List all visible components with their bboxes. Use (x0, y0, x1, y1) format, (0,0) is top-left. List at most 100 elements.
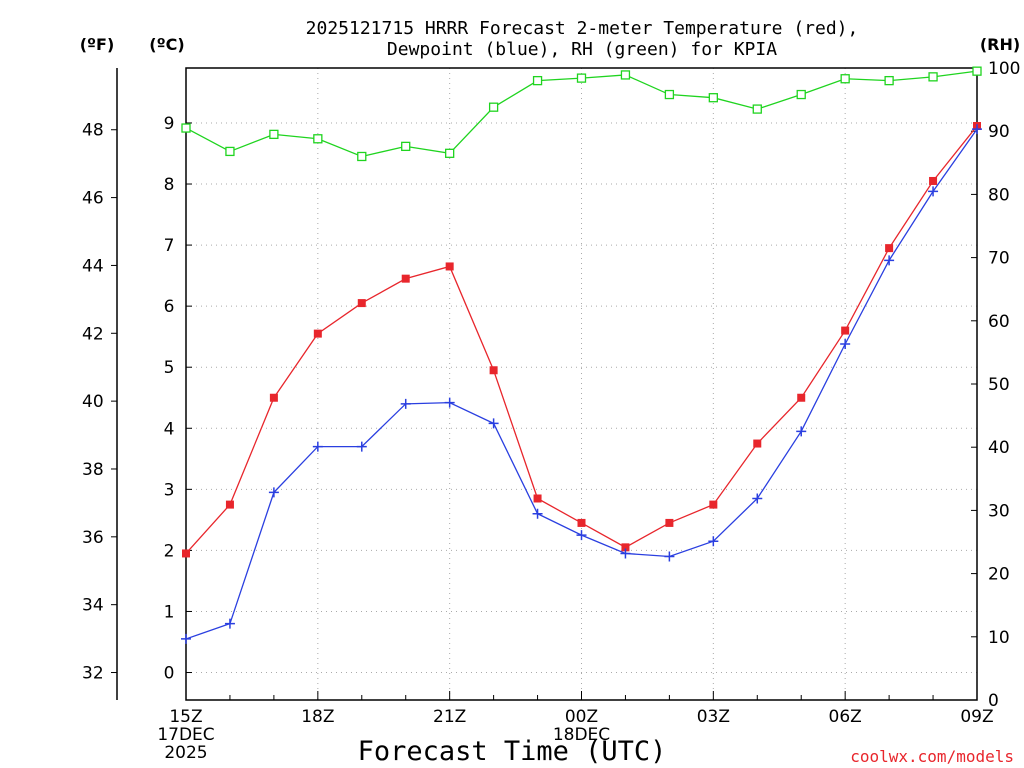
x-tick-label: 09Z (960, 707, 993, 727)
temperature-point (577, 518, 586, 527)
rh-tick-label: 60 (988, 312, 1010, 332)
celsius-tick-label: 0 (164, 664, 175, 684)
dewpoint-point (796, 426, 807, 437)
x-tick-label: 15Z (169, 707, 202, 727)
x-tick-label: 00Z (565, 707, 598, 727)
rh-point (532, 75, 543, 86)
rh-point (225, 146, 235, 157)
celsius-tick-label: 8 (164, 175, 175, 195)
dewpoint-point (708, 536, 719, 547)
rh-point (401, 141, 411, 152)
source-credit: coolwx.com/models (850, 747, 1014, 766)
dewpoint-point (972, 124, 982, 135)
rh-tick-label: 30 (988, 501, 1010, 521)
rh-tick-label: 10 (988, 628, 1010, 648)
x-tick-label: 17DEC (157, 725, 214, 745)
temperature-point (929, 176, 938, 185)
dewpoint-point (488, 418, 499, 429)
dewpoint-point (840, 339, 851, 350)
x-tick-label: 18Z (301, 707, 334, 727)
rh-point (620, 70, 631, 80)
grid-lines (186, 68, 977, 700)
celsius-unit-label: (ºC) (149, 35, 184, 54)
celsius-tick-label: 5 (164, 358, 175, 378)
dewpoint-point (312, 441, 323, 452)
rh-point (752, 104, 762, 114)
chart-title-line-1: 2025121715 HRRR Forecast 2-meter Tempera… (306, 18, 859, 39)
temperature-point (753, 439, 762, 448)
dewpoint-point (444, 397, 455, 408)
rh-point (313, 134, 323, 144)
rh-tick-label: 0 (988, 691, 999, 711)
temperature-point (489, 366, 498, 375)
rh-point (181, 123, 191, 133)
temperature-point (269, 393, 278, 402)
temperature-point (445, 262, 454, 271)
fahrenheit-tick-label: 42 (82, 324, 104, 344)
x-tick-label: 03Z (697, 707, 730, 727)
rh-tick-label: 90 (988, 122, 1010, 142)
dewpoint-point (752, 493, 763, 504)
dewpoint-point (576, 530, 587, 541)
fahrenheit-tick-label: 34 (82, 596, 104, 616)
celsius-tick-label: 4 (164, 419, 175, 439)
rh-point (840, 74, 850, 84)
rh-tick-label: 80 (988, 185, 1010, 205)
rh-tick-label: 40 (988, 438, 1010, 458)
rh-point (664, 89, 675, 100)
temperature-point (621, 543, 630, 552)
rh-point (269, 129, 279, 140)
temperature-point (357, 299, 366, 308)
rh-point (928, 72, 938, 82)
temperature-point (182, 549, 190, 558)
x-tick-label: 18DEC (553, 725, 610, 745)
temperature-point (709, 500, 718, 509)
rh-point (445, 148, 455, 158)
rh-point (357, 151, 367, 162)
x-axis-title: Forecast Time (UTC) (358, 736, 667, 767)
x-tick-label: 2025 (164, 743, 207, 763)
fahrenheit-tick-label: 44 (82, 256, 104, 276)
fahrenheit-unit-label: (ºF) (80, 35, 115, 54)
dewpoint-point (181, 633, 191, 644)
fahrenheit-tick-label: 48 (82, 121, 104, 141)
rh-tick-label: 50 (988, 375, 1010, 395)
series-lines (181, 66, 982, 644)
dewpoint-point (400, 398, 411, 409)
x-tick-label: 06Z (829, 707, 862, 727)
chart-title-line-2: Dewpoint (blue), RH (green) for KPIA (387, 39, 777, 60)
rh-point (488, 102, 499, 112)
rh-tick-label: 20 (988, 565, 1010, 585)
rh-point (576, 73, 587, 83)
celsius-tick-label: 1 (164, 602, 175, 622)
fahrenheit-tick-label: 38 (82, 460, 104, 480)
temperature-point (885, 244, 894, 253)
rh-point (972, 66, 982, 76)
rh-unit-label: (RH) (980, 35, 1020, 54)
dewpoint-point (268, 487, 279, 498)
celsius-tick-label: 6 (164, 297, 175, 317)
temperature-point (225, 500, 234, 509)
fahrenheit-tick-label: 46 (82, 189, 104, 209)
dewpoint-point (620, 548, 631, 559)
temperature-point (533, 494, 542, 503)
dewpoint-point (532, 508, 543, 519)
celsius-tick-label: 9 (164, 114, 175, 134)
dewpoint-point (224, 618, 235, 629)
axes: 3234363840424446480123456789010203040506… (82, 59, 1020, 763)
temperature-point (841, 326, 850, 335)
temperature-point (665, 518, 674, 527)
celsius-tick-label: 2 (164, 541, 175, 561)
rh-point (796, 89, 806, 100)
temperature-point (401, 274, 410, 283)
dewpoint-point (884, 255, 895, 266)
temperature-point (313, 329, 322, 338)
rh-point (708, 93, 718, 103)
dewpoint-point (356, 441, 367, 452)
dewpoint-point (928, 186, 939, 197)
rh-tick-label: 70 (988, 249, 1010, 269)
rh-tick-label: 100 (988, 59, 1020, 79)
x-tick-label: 21Z (433, 707, 466, 727)
celsius-tick-label: 7 (164, 236, 175, 256)
